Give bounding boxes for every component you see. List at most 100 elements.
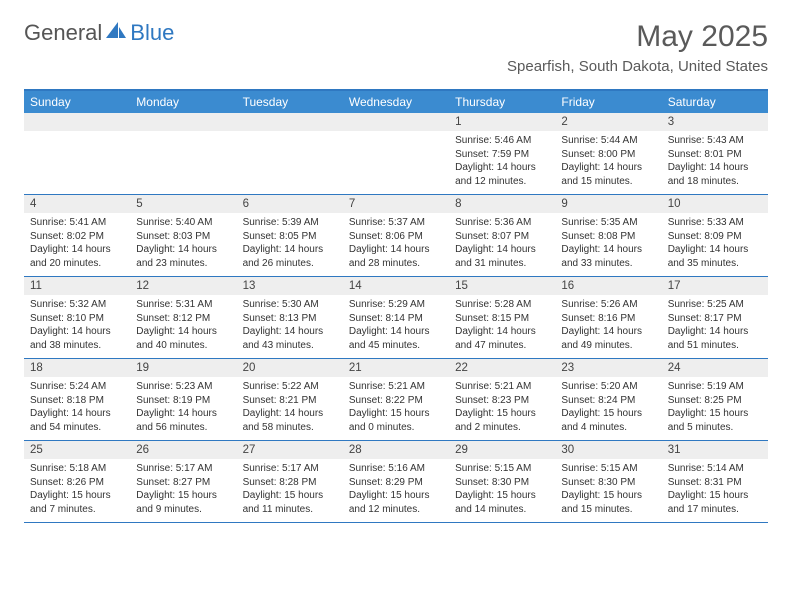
daynum-row: 11121314151617 bbox=[24, 277, 768, 295]
daynum-cell: 16 bbox=[555, 277, 661, 295]
day-cell: Sunrise: 5:41 AMSunset: 8:02 PMDaylight:… bbox=[24, 213, 130, 276]
week-block: 11121314151617Sunrise: 5:32 AMSunset: 8:… bbox=[24, 277, 768, 359]
logo-sail-icon bbox=[106, 22, 128, 45]
day-cell: Sunrise: 5:40 AMSunset: 8:03 PMDaylight:… bbox=[130, 213, 236, 276]
day-cell bbox=[24, 131, 130, 194]
content-row: Sunrise: 5:32 AMSunset: 8:10 PMDaylight:… bbox=[24, 295, 768, 358]
daynum-cell: 12 bbox=[130, 277, 236, 295]
daynum-cell: 14 bbox=[343, 277, 449, 295]
daynum-cell: 9 bbox=[555, 195, 661, 213]
daynum-cell: 4 bbox=[24, 195, 130, 213]
day-header-row: Sunday Monday Tuesday Wednesday Thursday… bbox=[24, 91, 768, 113]
daynum-cell: 6 bbox=[237, 195, 343, 213]
title-block: May 2025 Spearfish, South Dakota, United… bbox=[507, 20, 768, 75]
week-block: 123Sunrise: 5:46 AMSunset: 7:59 PMDaylig… bbox=[24, 113, 768, 195]
daynum-cell: 1 bbox=[449, 113, 555, 131]
daynum-cell: 25 bbox=[24, 441, 130, 459]
daynum-cell: 20 bbox=[237, 359, 343, 377]
day-cell: Sunrise: 5:17 AMSunset: 8:27 PMDaylight:… bbox=[130, 459, 236, 522]
header: General Blue May 2025 Spearfish, South D… bbox=[0, 0, 792, 83]
weeks-container: 123Sunrise: 5:46 AMSunset: 7:59 PMDaylig… bbox=[24, 113, 768, 523]
day-cell: Sunrise: 5:43 AMSunset: 8:01 PMDaylight:… bbox=[662, 131, 768, 194]
daynum-cell bbox=[343, 113, 449, 131]
day-cell: Sunrise: 5:26 AMSunset: 8:16 PMDaylight:… bbox=[555, 295, 661, 358]
week-block: 45678910 Sunrise: 5:41 AMSunset: 8:02 PMD… bbox=[24, 195, 768, 277]
day-cell: Sunrise: 5:17 AMSunset: 8:28 PMDaylight:… bbox=[237, 459, 343, 522]
day-cell: Sunrise: 5:18 AMSunset: 8:26 PMDaylight:… bbox=[24, 459, 130, 522]
daynum-cell: 5 bbox=[130, 195, 236, 213]
content-row: Sunrise: 5:18 AMSunset: 8:26 PMDaylight:… bbox=[24, 459, 768, 522]
day-cell: Sunrise: 5:39 AMSunset: 8:05 PMDaylight:… bbox=[237, 213, 343, 276]
daynum-cell: 23 bbox=[555, 359, 661, 377]
daynum-row: 18192021222324 bbox=[24, 359, 768, 377]
day-cell: Sunrise: 5:14 AMSunset: 8:31 PMDaylight:… bbox=[662, 459, 768, 522]
day-header-monday: Monday bbox=[130, 91, 236, 113]
day-cell: Sunrise: 5:23 AMSunset: 8:19 PMDaylight:… bbox=[130, 377, 236, 440]
daynum-cell: 2 bbox=[555, 113, 661, 131]
calendar: Sunday Monday Tuesday Wednesday Thursday… bbox=[24, 89, 768, 523]
daynum-cell: 24 bbox=[662, 359, 768, 377]
daynum-row: 25262728293031 bbox=[24, 441, 768, 459]
day-cell: Sunrise: 5:29 AMSunset: 8:14 PMDaylight:… bbox=[343, 295, 449, 358]
daynum-cell bbox=[24, 113, 130, 131]
daynum-cell: 30 bbox=[555, 441, 661, 459]
content-row: Sunrise: 5:24 AMSunset: 8:18 PMDaylight:… bbox=[24, 377, 768, 440]
day-header-sunday: Sunday bbox=[24, 91, 130, 113]
daynum-row: 123 bbox=[24, 113, 768, 131]
day-cell: Sunrise: 5:33 AMSunset: 8:09 PMDaylight:… bbox=[662, 213, 768, 276]
day-cell: Sunrise: 5:36 AMSunset: 8:07 PMDaylight:… bbox=[449, 213, 555, 276]
daynum-cell: 11 bbox=[24, 277, 130, 295]
daynum-cell: 27 bbox=[237, 441, 343, 459]
day-cell: Sunrise: 5:28 AMSunset: 8:15 PMDaylight:… bbox=[449, 295, 555, 358]
location: Spearfish, South Dakota, United States bbox=[507, 58, 768, 75]
daynum-cell: 22 bbox=[449, 359, 555, 377]
day-header-tuesday: Tuesday bbox=[237, 91, 343, 113]
day-cell: Sunrise: 5:25 AMSunset: 8:17 PMDaylight:… bbox=[662, 295, 768, 358]
day-cell: Sunrise: 5:37 AMSunset: 8:06 PMDaylight:… bbox=[343, 213, 449, 276]
daynum-cell: 31 bbox=[662, 441, 768, 459]
daynum-cell: 7 bbox=[343, 195, 449, 213]
day-cell: Sunrise: 5:22 AMSunset: 8:21 PMDaylight:… bbox=[237, 377, 343, 440]
daynum-cell: 21 bbox=[343, 359, 449, 377]
day-cell: Sunrise: 5:19 AMSunset: 8:25 PMDaylight:… bbox=[662, 377, 768, 440]
week-block: 18192021222324Sunrise: 5:24 AMSunset: 8:… bbox=[24, 359, 768, 441]
day-cell: Sunrise: 5:15 AMSunset: 8:30 PMDaylight:… bbox=[555, 459, 661, 522]
daynum-cell: 29 bbox=[449, 441, 555, 459]
daynum-cell bbox=[130, 113, 236, 131]
logo-text-blue: Blue bbox=[130, 20, 174, 46]
day-cell: Sunrise: 5:20 AMSunset: 8:24 PMDaylight:… bbox=[555, 377, 661, 440]
logo-text-general: General bbox=[24, 20, 102, 46]
day-cell bbox=[343, 131, 449, 194]
daynum-cell: 17 bbox=[662, 277, 768, 295]
daynum-cell: 10 bbox=[662, 195, 768, 213]
day-header-wednesday: Wednesday bbox=[343, 91, 449, 113]
daynum-cell bbox=[237, 113, 343, 131]
week-block: 25262728293031Sunrise: 5:18 AMSunset: 8:… bbox=[24, 441, 768, 523]
daynum-cell: 28 bbox=[343, 441, 449, 459]
day-cell: Sunrise: 5:15 AMSunset: 8:30 PMDaylight:… bbox=[449, 459, 555, 522]
day-cell: Sunrise: 5:44 AMSunset: 8:00 PMDaylight:… bbox=[555, 131, 661, 194]
day-cell bbox=[130, 131, 236, 194]
content-row: Sunrise: 5:41 AMSunset: 8:02 PMDaylight:… bbox=[24, 213, 768, 276]
daynum-cell: 8 bbox=[449, 195, 555, 213]
logo: General Blue bbox=[24, 20, 174, 46]
month-title: May 2025 bbox=[507, 20, 768, 54]
day-cell: Sunrise: 5:35 AMSunset: 8:08 PMDaylight:… bbox=[555, 213, 661, 276]
content-row: Sunrise: 5:46 AMSunset: 7:59 PMDaylight:… bbox=[24, 131, 768, 194]
day-cell bbox=[237, 131, 343, 194]
day-cell: Sunrise: 5:46 AMSunset: 7:59 PMDaylight:… bbox=[449, 131, 555, 194]
daynum-cell: 15 bbox=[449, 277, 555, 295]
day-header-thursday: Thursday bbox=[449, 91, 555, 113]
day-cell: Sunrise: 5:16 AMSunset: 8:29 PMDaylight:… bbox=[343, 459, 449, 522]
daynum-cell: 3 bbox=[662, 113, 768, 131]
daynum-cell: 26 bbox=[130, 441, 236, 459]
daynum-cell: 19 bbox=[130, 359, 236, 377]
day-cell: Sunrise: 5:21 AMSunset: 8:23 PMDaylight:… bbox=[449, 377, 555, 440]
daynum-cell: 13 bbox=[237, 277, 343, 295]
day-cell: Sunrise: 5:31 AMSunset: 8:12 PMDaylight:… bbox=[130, 295, 236, 358]
day-cell: Sunrise: 5:32 AMSunset: 8:10 PMDaylight:… bbox=[24, 295, 130, 358]
day-cell: Sunrise: 5:30 AMSunset: 8:13 PMDaylight:… bbox=[237, 295, 343, 358]
daynum-cell: 18 bbox=[24, 359, 130, 377]
day-cell: Sunrise: 5:24 AMSunset: 8:18 PMDaylight:… bbox=[24, 377, 130, 440]
day-header-saturday: Saturday bbox=[662, 91, 768, 113]
